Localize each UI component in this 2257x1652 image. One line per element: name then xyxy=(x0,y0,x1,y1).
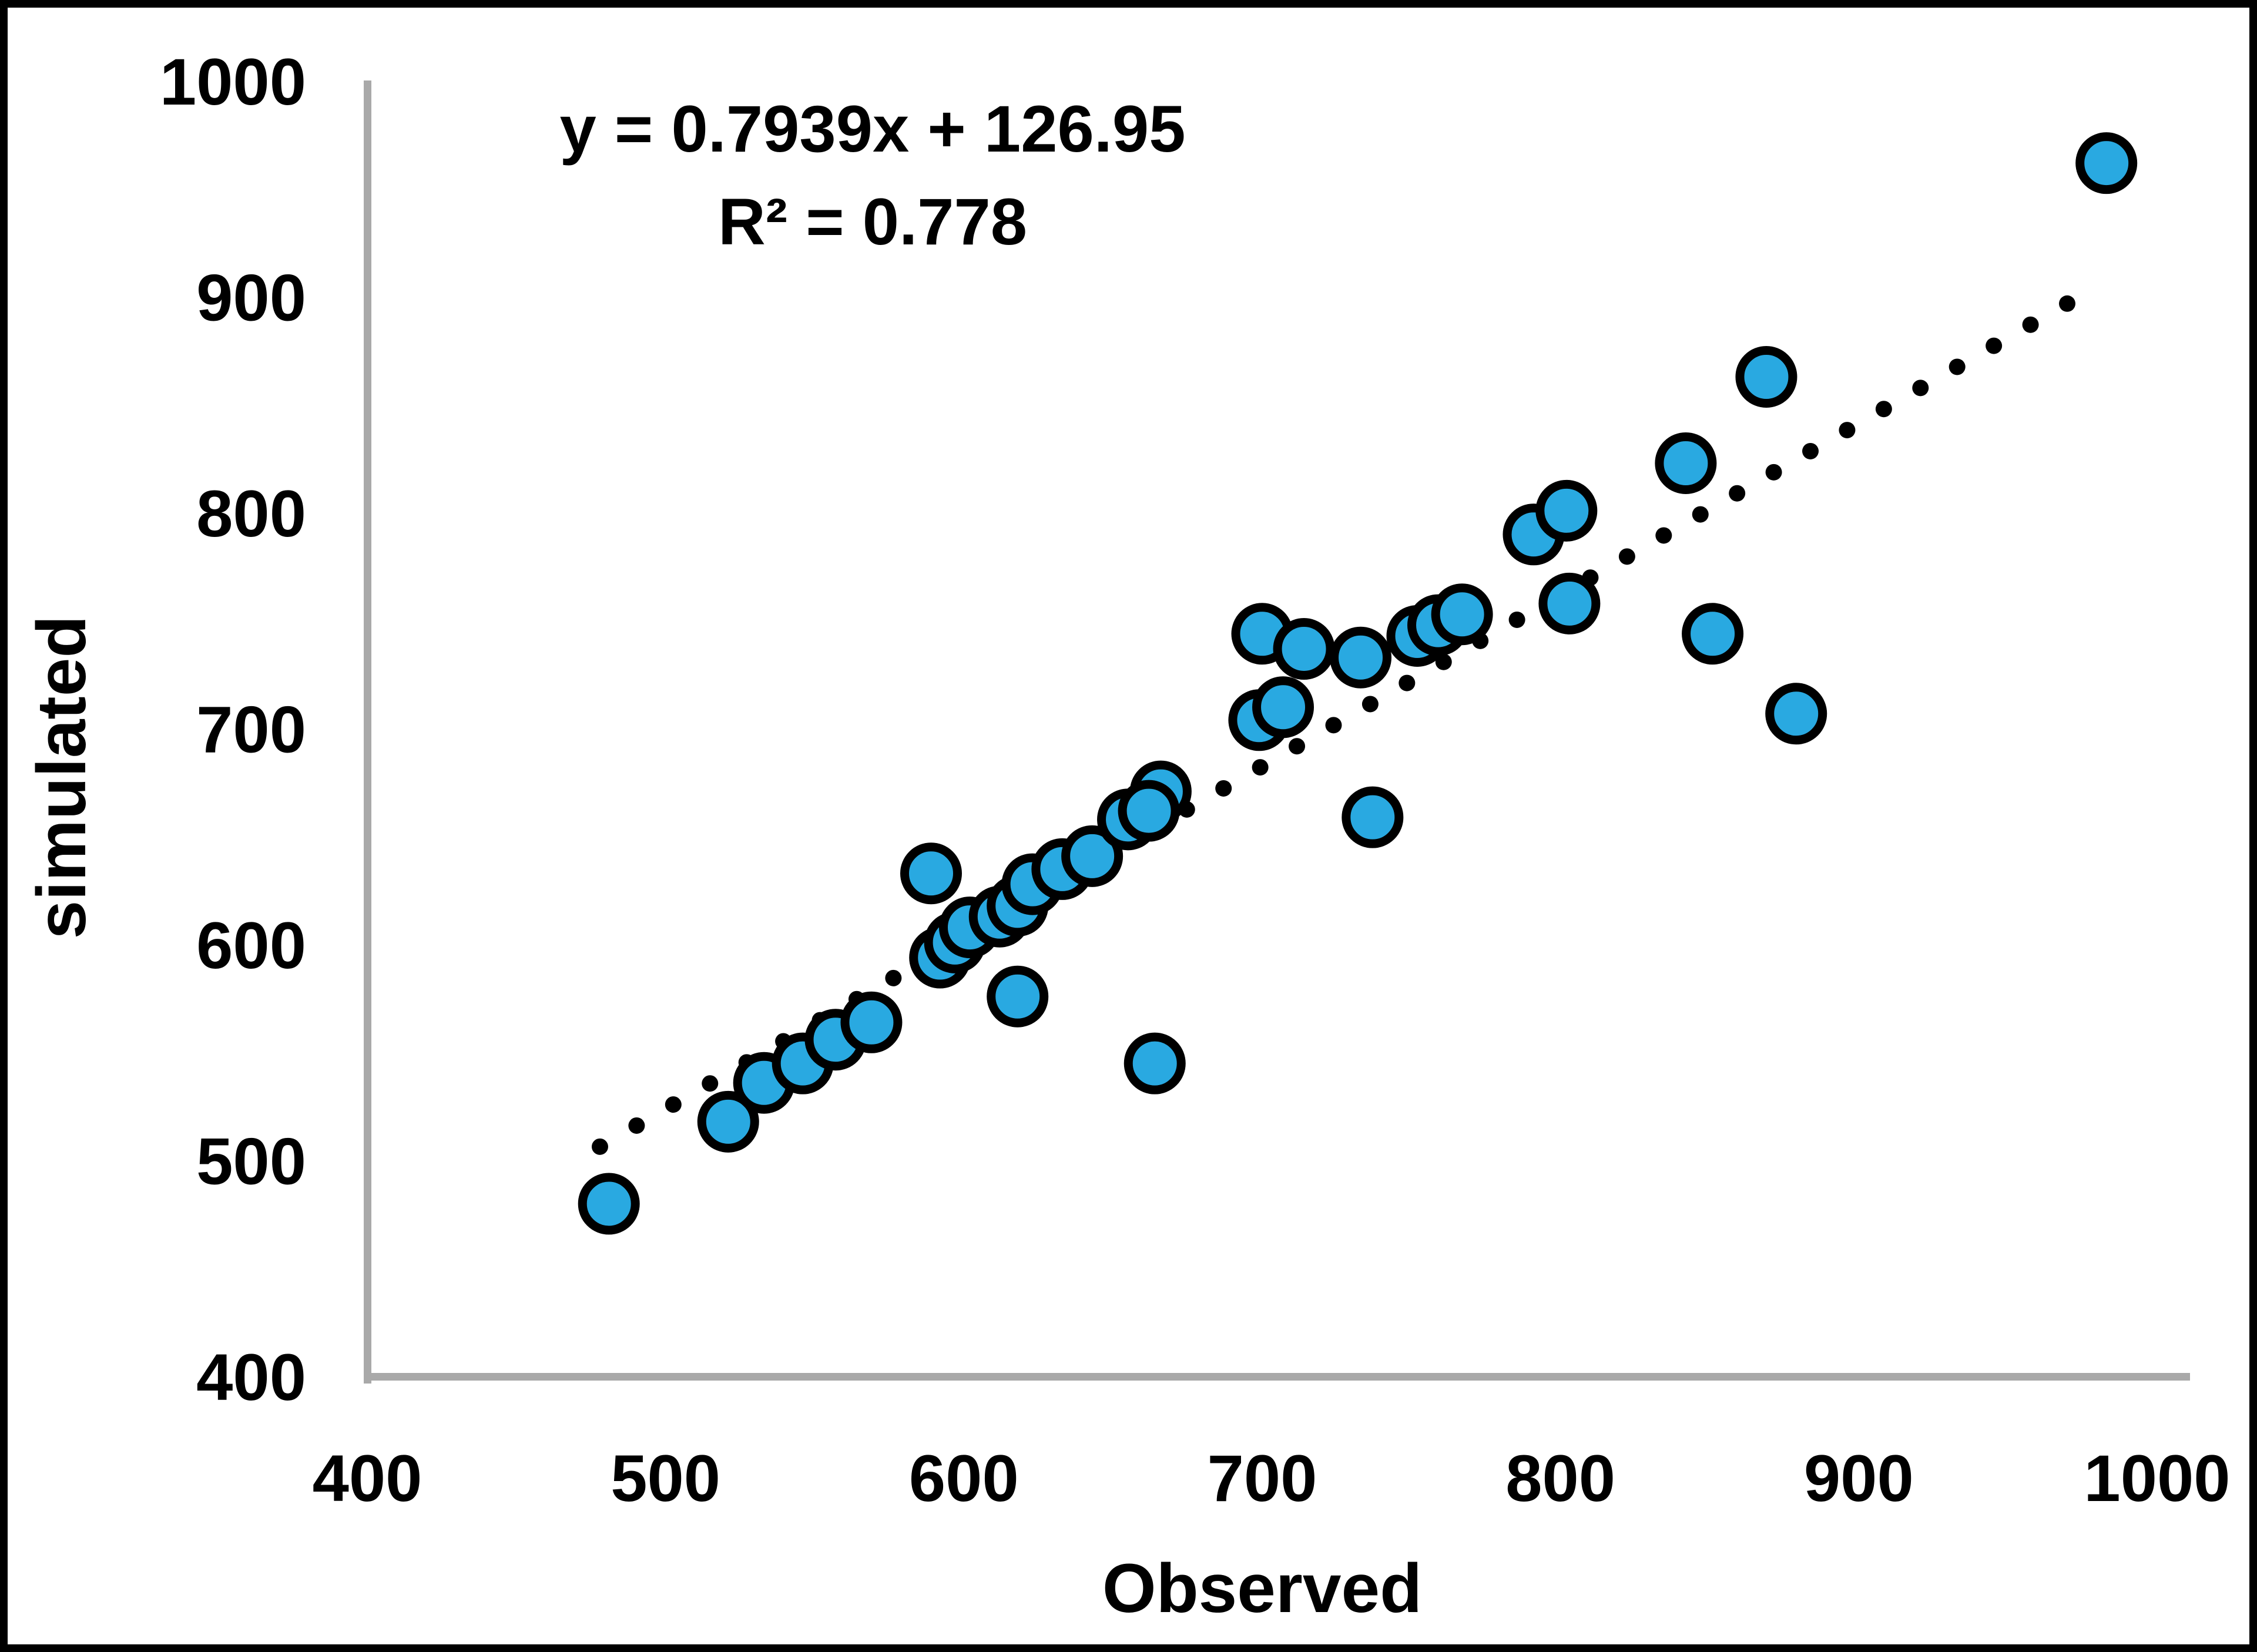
scatter-point xyxy=(987,965,1049,1028)
scatter-point xyxy=(578,1173,640,1235)
trendline-equation: y = 0.7939x + 126.95 xyxy=(559,92,1186,166)
trendline-dot xyxy=(1692,506,1709,523)
trendline-dot xyxy=(1435,653,1452,670)
trendline-dot xyxy=(1875,401,1892,418)
x-tick-label: 400 xyxy=(313,1442,422,1515)
trendline-dot xyxy=(1618,548,1635,565)
scatter-point xyxy=(1431,583,1493,646)
scatter-point xyxy=(1342,786,1404,848)
y-tick-label: 600 xyxy=(196,909,306,982)
y-axis-line xyxy=(364,80,371,1384)
trendline-dot xyxy=(1399,674,1416,691)
scatter-point xyxy=(697,1090,759,1153)
x-tick-label: 600 xyxy=(909,1442,1019,1515)
y-tick-label: 700 xyxy=(196,693,306,767)
trendline-dot xyxy=(1325,717,1342,734)
trendline-dot xyxy=(1215,780,1232,797)
trendline-dot xyxy=(628,1117,645,1134)
trendline-dot xyxy=(2058,295,2075,312)
trendline-dot xyxy=(885,969,902,986)
trendline-dot xyxy=(1986,337,2003,354)
scatter-point xyxy=(1252,676,1314,738)
scatter-point xyxy=(1735,345,1797,408)
trendline-dot xyxy=(2022,316,2039,333)
x-tick-label: 900 xyxy=(1804,1442,1914,1515)
scatter-point xyxy=(2075,132,2138,194)
scatter-point xyxy=(1118,780,1180,842)
x-tick-label: 1000 xyxy=(2084,1442,2230,1515)
y-tick-label: 900 xyxy=(196,261,306,335)
scatter-point xyxy=(1330,626,1392,689)
scatter-point xyxy=(1061,825,1124,887)
trendline-dot xyxy=(1839,422,1856,439)
x-tick-label: 700 xyxy=(1208,1442,1317,1515)
y-tick-label: 500 xyxy=(196,1125,306,1198)
y-tick-label: 400 xyxy=(196,1341,306,1414)
scatter-point xyxy=(1765,683,1827,745)
r-squared-value: R² = 0.778 xyxy=(717,185,1028,258)
trendline-dot xyxy=(665,1096,682,1113)
scatter-point xyxy=(1535,479,1598,542)
trendline-dot xyxy=(702,1075,719,1092)
x-tick-label: 800 xyxy=(1505,1442,1615,1515)
y-tick-label: 800 xyxy=(196,477,306,550)
scatter-point xyxy=(900,842,962,905)
x-axis-title: Observed xyxy=(1102,1550,1423,1627)
trendline-dot xyxy=(1655,527,1672,544)
trendline-dot xyxy=(1361,696,1379,713)
scatter-point xyxy=(1273,618,1335,680)
scatter-point xyxy=(1682,603,1744,665)
x-tick-label: 500 xyxy=(611,1442,720,1515)
x-axis-line xyxy=(364,1373,2190,1381)
trendline-dot xyxy=(1252,759,1269,776)
y-tick-label: 1000 xyxy=(160,45,306,119)
trendline-dot xyxy=(1508,611,1525,628)
trendline-dot xyxy=(1912,380,1929,397)
trendline-dot xyxy=(1765,464,1782,481)
y-axis-title: simulated xyxy=(23,615,100,939)
scatter-point xyxy=(840,991,903,1053)
trendline-dot xyxy=(1289,738,1306,755)
scatter-point xyxy=(1538,572,1601,634)
scatter-point xyxy=(1655,432,1717,494)
scatter-point xyxy=(1124,1032,1186,1094)
trendline-dot xyxy=(1802,442,1819,459)
trendline-dot xyxy=(1729,485,1746,502)
scatter-chart: 400 500 600 700 800 900 1000 400 500 600 700 800 900… xyxy=(160,45,2231,1515)
trendline-dot xyxy=(591,1138,608,1155)
trendline-dot xyxy=(1949,358,1966,375)
